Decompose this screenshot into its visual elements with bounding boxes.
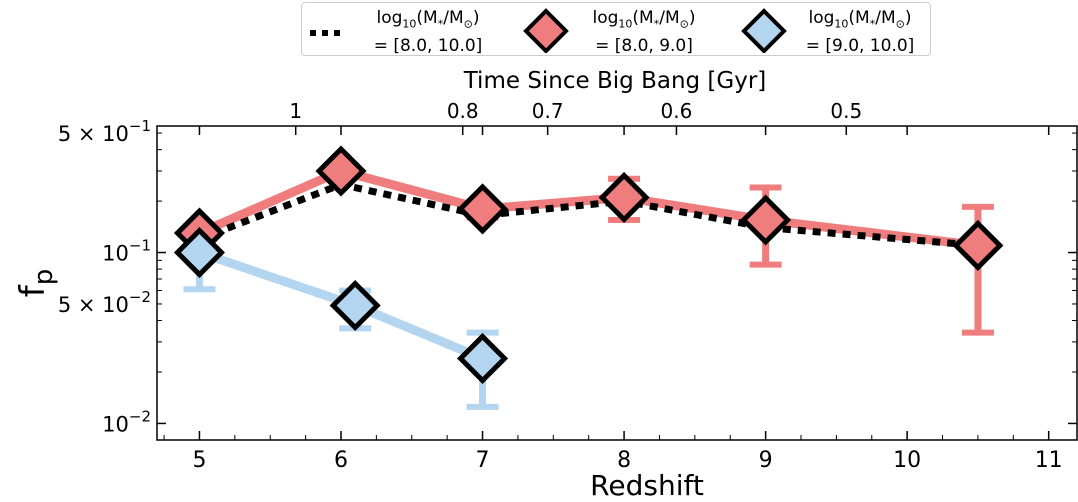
data-point-diamond: [952, 219, 1004, 271]
data-point-diamond: [740, 194, 792, 246]
x-axis-label: Redshift: [590, 469, 704, 502]
x-tick-label: 6: [334, 448, 348, 473]
x-tick-label: 7: [476, 448, 490, 473]
top-tick-label: 0.6: [661, 99, 693, 123]
top-tick-label: 0.5: [830, 99, 862, 123]
data-point-diamond: [329, 279, 381, 332]
data-point-diamond: [598, 171, 650, 223]
legend-item-low-mass: log10(M*/M⊙) = [8.0, 9.0]: [520, 7, 720, 56]
series-line: [197, 166, 979, 250]
legend-label: log10(M*/M⊙) = [8.0, 10.0]: [373, 8, 483, 57]
x-tick-label: 11: [1035, 448, 1063, 473]
y-axis-label: fp: [13, 269, 59, 298]
top-tick-label: 0.8: [447, 99, 479, 123]
top-tick-label: 1: [289, 99, 302, 123]
legend-item-high-mass: log10(M*/M⊙) = [9.0, 10.0]: [738, 7, 928, 56]
legend-item-all-mass: log10(M*/M⊙) = [8.0, 10.0]: [308, 7, 508, 56]
data-point-diamond: [457, 332, 509, 384]
axes: 5 6 7 8 9 10 111 0.8 0.7 0.6 0.55 × 10−110−15 × 10…: [58, 99, 1077, 473]
series-lines: [197, 166, 979, 363]
series-line-dotted: [198, 180, 979, 249]
legend: log10(M*/M⊙) = [8.0, 10.0] log10(M*/M⊙) …: [301, 2, 931, 56]
data-point-diamond: [457, 183, 509, 235]
legend-dotted-line-icon: [310, 30, 346, 36]
y-tick-label: 10−1: [102, 237, 151, 266]
x-tick-label: 5: [192, 448, 206, 473]
x-tick-label: 10: [893, 448, 921, 473]
legend-blue-diamond-icon: [741, 8, 787, 53]
legend-label: log10(M*/M⊙) = [9.0, 10.0]: [805, 8, 915, 57]
series-markers: [173, 145, 1004, 384]
y-tick-label: 10−2: [102, 407, 151, 436]
data-point-diamond: [173, 226, 225, 279]
y-tick-label: 5 × 10−2: [58, 288, 151, 317]
legend-red-diamond-icon: [523, 8, 569, 53]
plot-frame: [156, 125, 1078, 441]
y-tick-label: 5 × 10−1: [58, 117, 151, 146]
data-point-diamond: [315, 145, 367, 197]
x-tick-label: 9: [759, 448, 773, 473]
legend-label: log10(M*/M⊙) = [8.0, 9.0]: [592, 8, 696, 57]
x-tick-label: 8: [617, 448, 631, 473]
top-axis-label: Time Since Big Bang [Gyr]: [463, 68, 767, 94]
top-tick-label: 0.7: [532, 99, 564, 123]
